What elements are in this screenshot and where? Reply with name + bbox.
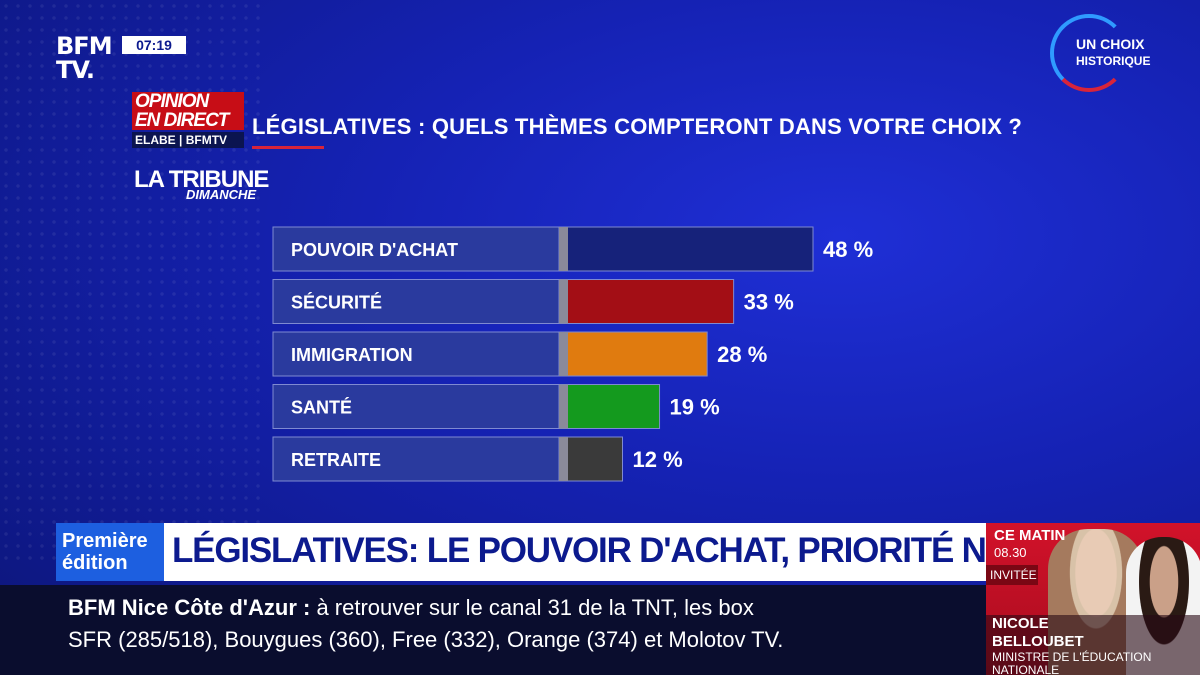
bar: [558, 384, 661, 429]
bar: [558, 226, 814, 272]
chart-title: LÉGISLATIVES : QUELS THÈMES COMPTERONT D…: [252, 114, 1023, 139]
clock: 07:19: [122, 36, 186, 54]
category-label: SANTÉ: [291, 397, 352, 418]
guest-last-name: BELLOUBET: [992, 633, 1084, 650]
value-label: 28 %: [717, 342, 767, 367]
guest-role-line2: NATIONALE: [992, 663, 1060, 675]
partner-sub: DIMANCHE: [186, 187, 257, 202]
bar: [558, 279, 735, 324]
ring-icon: [1050, 14, 1128, 92]
sponsor-line1: OPINION: [132, 92, 244, 111]
edition-tag: Première édition: [56, 523, 164, 581]
value-label: 12 %: [633, 447, 683, 472]
bar-start-tab: [559, 332, 568, 376]
bar-row: SANTÉ 19 %: [272, 384, 720, 429]
category-label: SÉCURITÉ: [291, 292, 382, 313]
value-label: 48 %: [823, 237, 873, 262]
guest-first-name: NICOLE: [992, 615, 1049, 632]
category-label: IMMIGRATION: [291, 345, 413, 365]
bar-chart: POUVOIR D'ACHAT 48 % SÉCURITÉ 33 % IMMIGRATI…: [272, 226, 873, 482]
news-ticker: BFM Nice Côte d'Azur : à retrouver sur l…: [0, 585, 986, 675]
opinion-en-direct-logo: OPINION EN DIRECT ELABE | BFMTV: [132, 92, 244, 156]
bar-row: SÉCURITÉ 33 %: [272, 279, 794, 324]
category-label-box: [272, 279, 560, 324]
category-label-box: [272, 436, 560, 482]
category-label: POUVOIR D'ACHAT: [291, 240, 458, 260]
bar: [558, 331, 708, 377]
guest-invite-badge: INVITÉE: [986, 565, 1038, 585]
guest-time: 08.30: [994, 545, 1027, 560]
category-label-box: [272, 226, 560, 272]
ticker-line2: SFR (285/518), Bouygues (360), Free (332…: [68, 627, 784, 652]
guest-role: MINISTRE DE L'ÉDUCATION NATIONALE: [986, 651, 1200, 675]
bar-start-tab: [559, 437, 568, 481]
bar-row: RETRAITE 12 %: [272, 436, 683, 482]
campaign-badge: UN CHOIX HISTORIQUE: [1050, 14, 1166, 92]
title-underline: [252, 146, 324, 149]
edition-tag-line2: édition: [62, 552, 128, 574]
edition-tag-line1: Première: [62, 530, 148, 552]
guest-name: NICOLE BELLOUBET: [986, 615, 1200, 651]
headline-banner: Première édition LÉGISLATIVES: LE POUVOI…: [56, 523, 1018, 581]
bar: [558, 436, 623, 482]
guest-role-line1: MINISTRE DE L'ÉDUCATION: [992, 650, 1152, 664]
sponsor-line2: EN DIRECT: [132, 111, 244, 130]
banner-title: LÉGISLATIVES: LE POUVOIR D'ACHAT, PRIORI…: [172, 531, 1018, 570]
ticker-line1-text: à retrouver sur le canal 31 de la TNT, l…: [310, 595, 754, 620]
category-label-box: [272, 384, 560, 429]
bar-start-tab: [559, 279, 568, 324]
guest-label: CE MATIN: [994, 527, 1066, 544]
guest-panel: CE MATIN 08.30 INVITÉE NICOLE BELLOUBET …: [986, 523, 1200, 675]
bar-row: POUVOIR D'ACHAT 48 %: [272, 226, 873, 272]
ticker-source: BFM Nice Côte d'Azur :: [68, 595, 311, 620]
value-label: 33 %: [744, 290, 794, 315]
category-label: RETRAITE: [291, 450, 381, 470]
sponsor-line3: ELABE | BFMTV: [132, 132, 244, 148]
campaign-badge-line1: UN CHOIX: [1076, 36, 1145, 52]
bar-row: IMMIGRATION 28 %: [272, 331, 767, 377]
value-label: 19 %: [670, 395, 720, 420]
ticker-line1: BFM Nice Côte d'Azur : à retrouver sur l…: [68, 595, 754, 621]
bar-start-tab: [559, 384, 568, 429]
bfmtv-logo: BFM TV.: [56, 32, 113, 84]
partner-logo: LA TRIBUNE: [134, 166, 269, 193]
bar-start-tab: [559, 227, 568, 271]
campaign-badge-line2: HISTORIQUE: [1076, 54, 1151, 68]
